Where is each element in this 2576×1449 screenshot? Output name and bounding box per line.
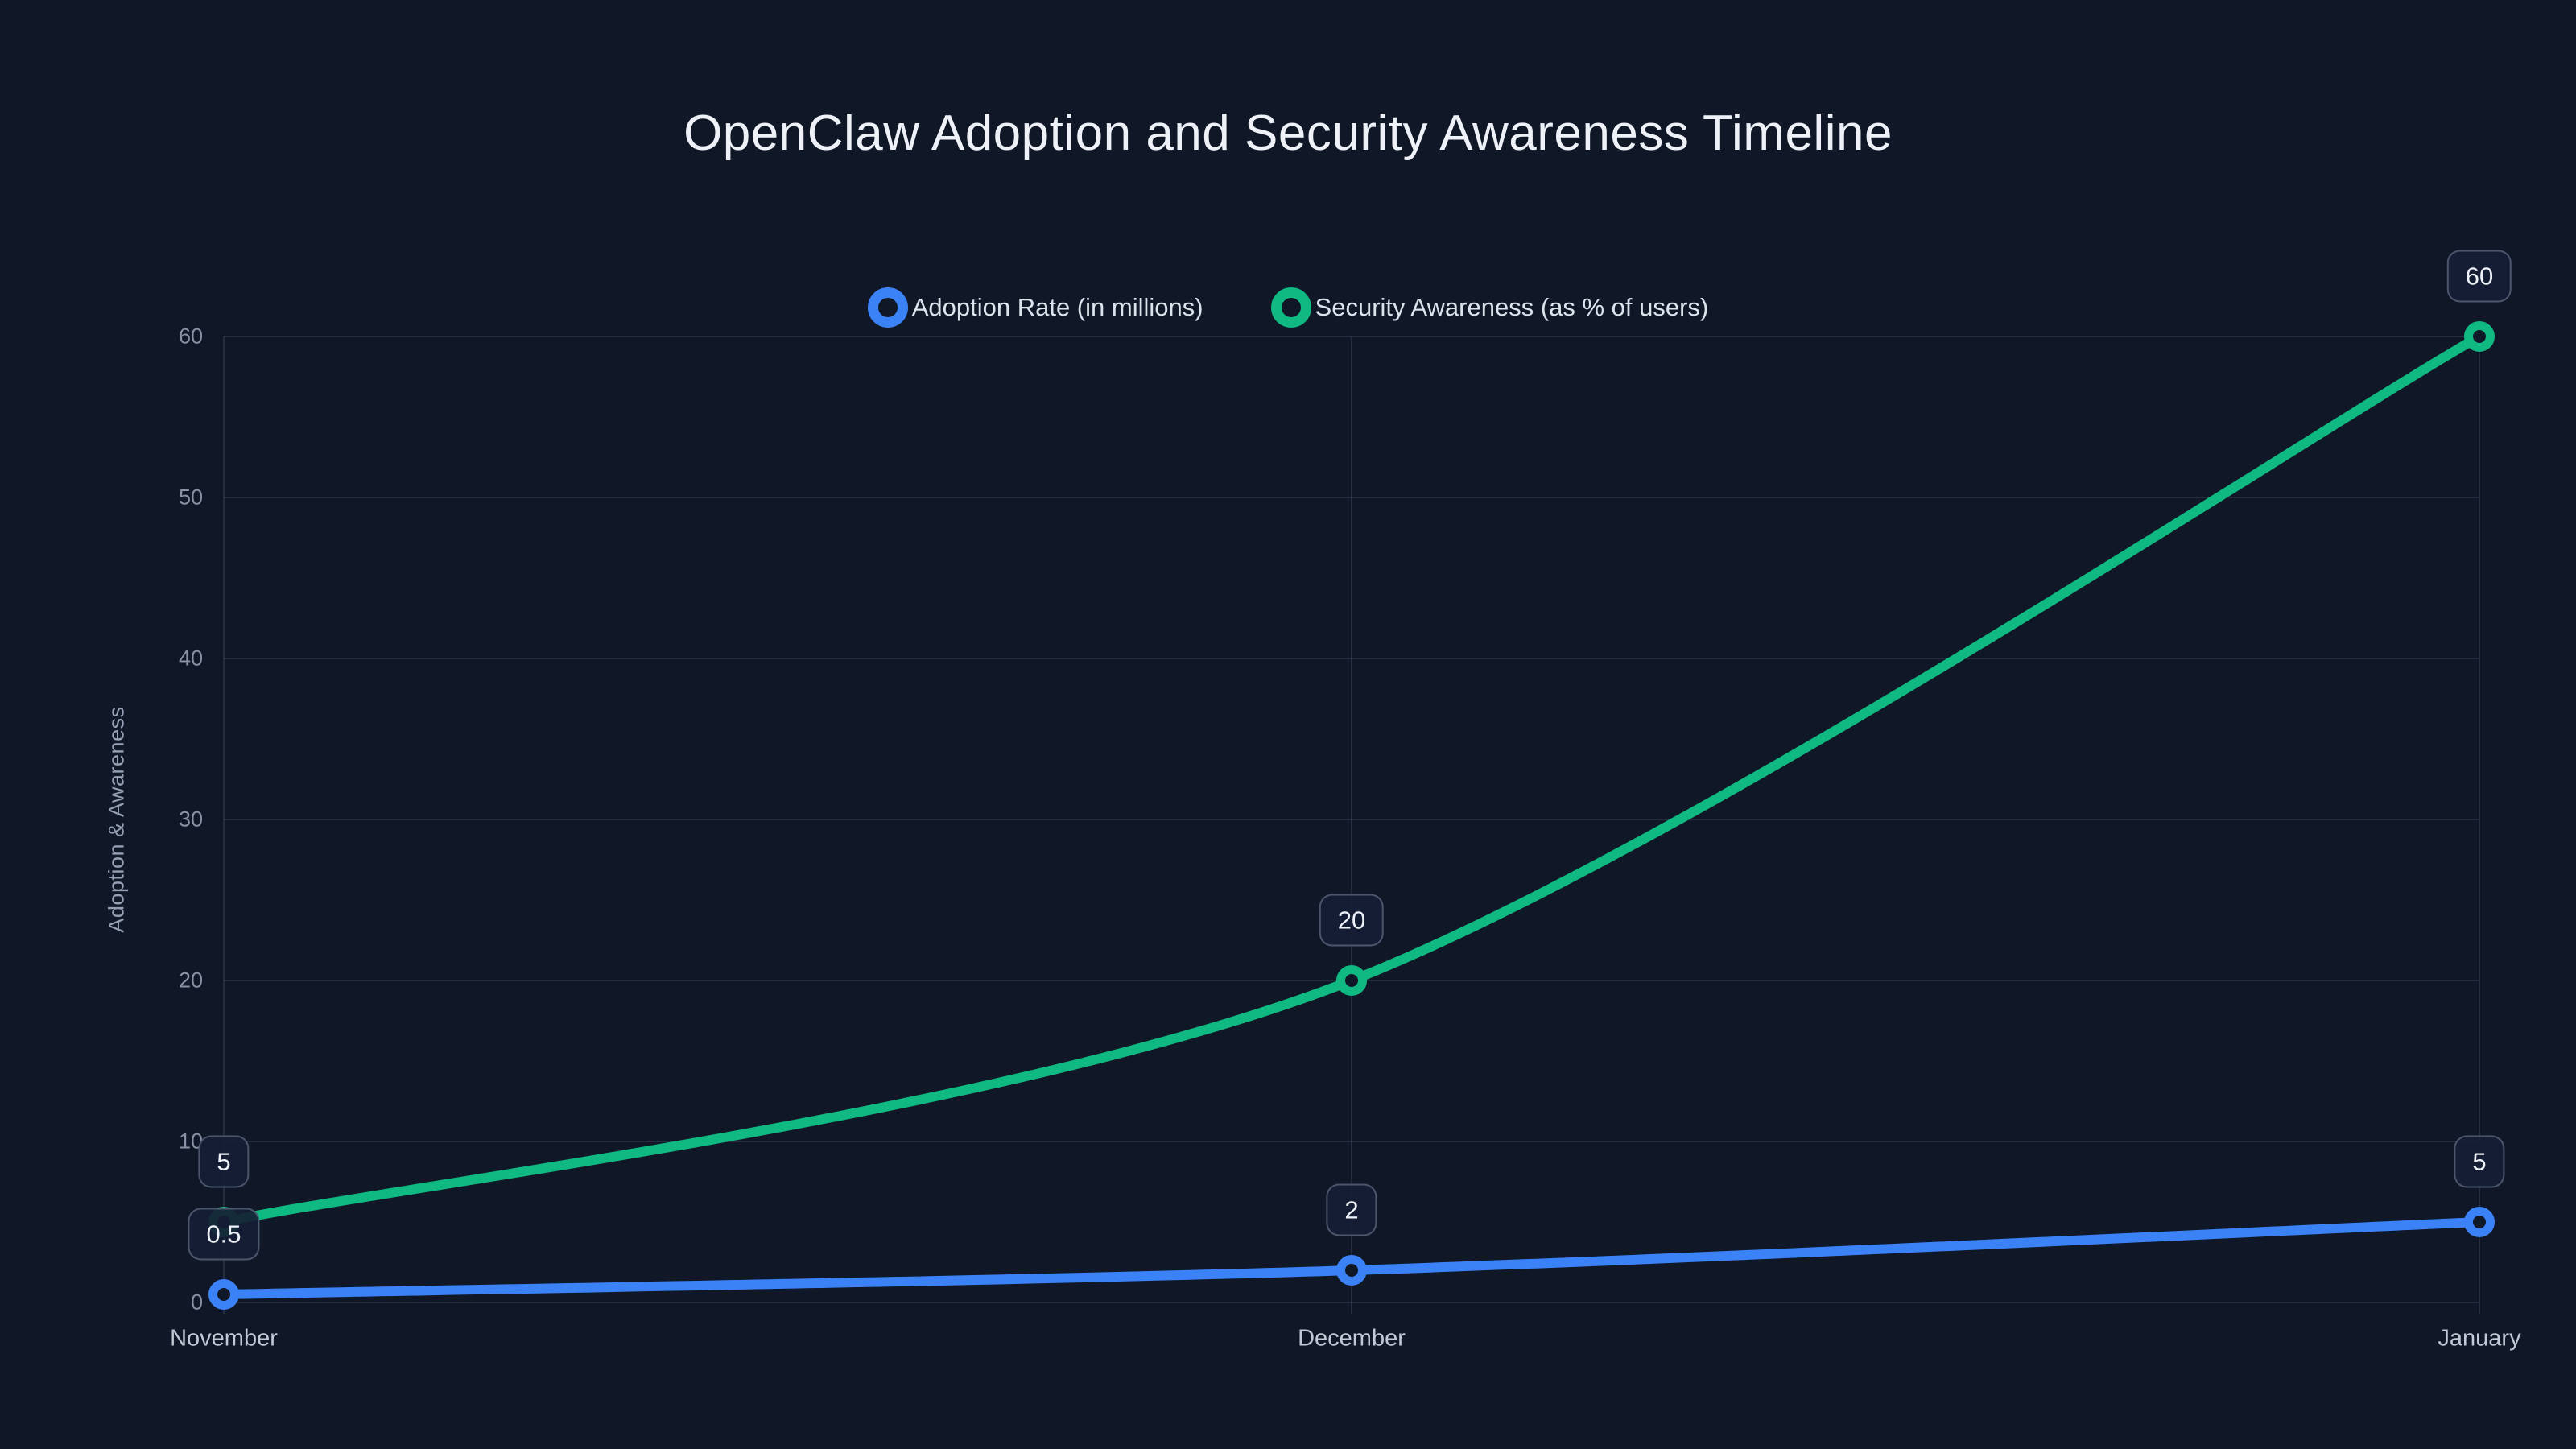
- data-point-0-november[interactable]: [208, 1279, 239, 1310]
- legend: Adoption Rate (in millions) Security Awa…: [0, 283, 2576, 332]
- legend-item-security-awareness[interactable]: Security Awareness (as % of users): [1270, 287, 1709, 328]
- data-point-1-january[interactable]: [2464, 321, 2495, 352]
- legend-marker-circle-icon: [1270, 287, 1311, 328]
- legend-marker-circle-icon: [867, 287, 908, 328]
- data-point-0-december[interactable]: [1336, 1255, 1367, 1286]
- data-point-0-january[interactable]: [2464, 1207, 2495, 1237]
- data-point-1-november[interactable]: [208, 1207, 239, 1237]
- data-point-1-december[interactable]: [1336, 965, 1367, 996]
- legend-label-adoption-rate: Adoption Rate (in millions): [911, 293, 1203, 321]
- chart-title: OpenClaw Adoption and Security Awareness…: [683, 105, 1893, 161]
- legend-item-adoption-rate[interactable]: Adoption Rate (in millions): [867, 287, 1203, 328]
- legend-label-security-awareness: Security Awareness (as % of users): [1315, 293, 1709, 321]
